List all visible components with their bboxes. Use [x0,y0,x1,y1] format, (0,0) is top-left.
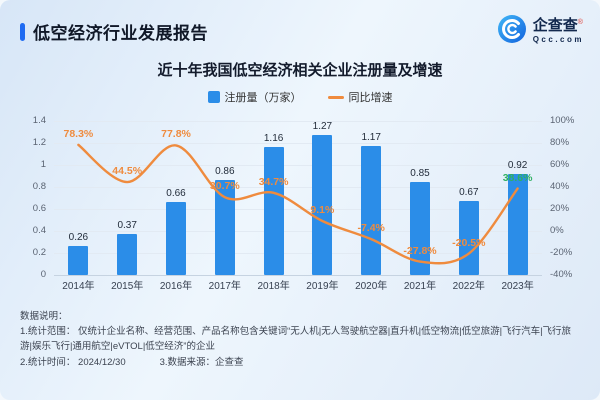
y-axis-label-left: 0.2 [32,247,46,258]
bar [214,180,235,275]
x-axis-label: 2023年 [501,281,534,292]
y-axis-label-right: -20% [550,247,573,258]
chart-title: 近十年我国低空经济相关企业注册量及增速 [157,62,443,79]
gridline [54,187,542,188]
report-title-block: 低空经济行业发展报告 [20,19,208,44]
legend-item-growth: 同比增速 [327,89,393,105]
bar-value-label: 0.67 [459,187,479,199]
x-axis-label: 2015年 [111,281,144,292]
y-axis-label-left: 1.2 [32,137,46,148]
line-value-label: -7.4% [357,222,385,235]
bar [361,146,382,275]
line-value-label: 30.7% [209,180,240,193]
x-axis-label: 2020年 [355,281,388,292]
bar-value-label: 0.92 [507,159,528,171]
qcc-logo-icon [497,14,527,49]
bar-value-label: 0.86 [215,166,235,178]
bar-value-label: 1.16 [263,133,284,145]
legend-label-growth: 同比增速 [348,92,393,104]
gridline [54,209,542,210]
plot-area: 0.26 0.37 0.66 0.86 1.16 1.27 1.17 0.85 0.67 0.92… [54,121,542,276]
x-axis-label: 2021年 [403,281,437,292]
gridline [54,231,542,232]
notes-heading: 数据说明： [20,311,68,322]
x-axis-label: 2019年 [306,281,339,292]
notes-scope: 1.统计范围： 仅统计企业名称、经营范围、产品名称包含关键词“无人机|无人驾驶航… [20,326,572,353]
y-axis-label-left: 1 [40,159,46,170]
chart-legend: 注册量（万家） 同比增速 [0,89,600,105]
notes-source: 3.数据来源：企查查 [159,356,244,368]
y-axis-label-right: -40% [550,269,573,280]
line-value-label: 78.3% [63,127,94,140]
gridline [54,165,542,166]
bar [507,173,528,275]
y-axis-label-left: 1.4 [32,115,46,126]
bar-value-label: 1.27 [312,121,333,133]
bar-value-label: 0.85 [410,167,430,179]
bar [68,246,89,275]
y-axis-label-right: 100% [550,115,575,126]
growth-line [77,143,519,265]
data-notes: 数据说明： 1.统计范围： 仅统计企业名称、经营范围、产品名称包含关键词“无人机… [20,309,580,370]
y-axis-label-left: 0.4 [32,225,46,236]
line-series-swatch [327,95,344,99]
report-title: 低空经济行业发展报告 [33,24,208,43]
bar-value-label: 1.17 [361,132,381,144]
y-axis-label-right: 60% [550,159,570,170]
bar [312,135,333,275]
line-value-label: -27.8% [403,244,437,257]
bar-value-label: 0.37 [117,220,137,232]
legend-item-registrations: 注册量（万家） [207,89,302,105]
title-accent-bar [20,22,25,41]
bar-value-label: 0.26 [68,232,89,244]
bar [263,147,284,275]
line-value-label: -20.5% [452,236,486,249]
y-axis-label-left: 0.8 [32,181,46,192]
bar [166,202,186,275]
line-value-label: 44.5% [112,165,143,178]
legend-label-registrations: 注册量（万家） [224,92,302,104]
y-axis-label-right: 0% [550,225,564,236]
notes-stat-time: 2.统计时间： 2024/12/30 [20,356,126,368]
gridline [54,253,542,254]
bar-series-swatch [207,91,220,103]
header: 低空经济行业发展报告 企查查® Qcc.com [0,0,600,49]
gridline [54,275,542,276]
gridline [54,143,542,144]
y-axis-label-right: 80% [550,137,570,148]
line-value-label: 34.7% [258,175,289,188]
x-axis-label: 2016年 [159,281,193,292]
line-value-label: 9.1% [310,203,335,216]
bar [117,234,138,275]
y-axis-label-right: 40% [550,181,570,192]
x-axis-label: 2014年 [62,281,95,292]
bar-value-label: 0.66 [166,188,186,200]
line-value-label: 77.8% [161,128,191,141]
line-value-label: 38.6% [502,171,533,184]
x-axis-label: 2018年 [257,281,290,292]
y-axis-label-left: 0.6 [32,203,46,214]
registered-mark: ® [577,19,583,27]
x-axis-label: 2017年 [208,281,241,292]
y-axis-label-left: 0 [40,269,46,280]
qcc-domain: Qcc.com [532,35,584,45]
bar [410,181,430,275]
notes-meta-row: 2.统计时间： 2024/12/30 3.数据来源：企查查 [20,355,580,370]
x-axis-label: 2022年 [452,281,485,292]
chart: 0.26 0.37 0.66 0.86 1.16 1.27 1.17 0.85 0.67 0.92… [8,107,592,299]
qcc-logo: 企查查® Qcc.com [497,14,584,49]
gridline [54,121,542,122]
qcc-brand-name: 企查查® [532,17,583,35]
qcc-logo-text: 企查查® Qcc.com [533,18,584,44]
y-axis-label-right: 20% [550,203,570,214]
